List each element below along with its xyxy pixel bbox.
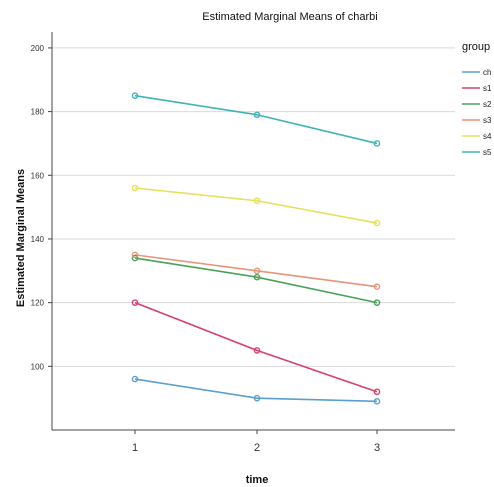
data-point-s2-3	[373, 299, 381, 306]
series-lines	[134, 94, 378, 403]
data-point-s1-2	[253, 347, 261, 354]
data-point-ch-1	[131, 375, 139, 383]
x-tick-label: 1	[132, 442, 138, 454]
y-tick-label: 200	[31, 44, 45, 53]
series-line-s5	[134, 94, 378, 145]
legend-title: group	[462, 41, 490, 53]
y-tick-label: 120	[31, 299, 45, 308]
legend-label-s1: s1	[483, 84, 492, 93]
data-point-s3-1	[131, 251, 139, 259]
data-point-ch-3	[373, 398, 381, 405]
x-ticks: 1 2 3	[132, 430, 380, 454]
legend: group ch s1 s2 s3 s4 s5	[462, 41, 492, 157]
data-point-s2-2	[253, 273, 261, 281]
legend-label-s4: s4	[483, 132, 492, 141]
series-points	[131, 92, 381, 405]
y-tick-label: 100	[31, 362, 45, 371]
series-line-s2	[134, 257, 378, 304]
data-point-s1-3	[373, 388, 381, 396]
series-line-ch	[134, 378, 378, 403]
y-tick-label: 160	[31, 171, 45, 180]
data-point-s4-1	[131, 184, 139, 192]
x-tick-label: 2	[254, 442, 260, 454]
data-point-s5-1	[131, 92, 139, 99]
series-line-s1	[134, 301, 378, 393]
x-tick-label: 3	[374, 442, 380, 454]
legend-label-s3: s3	[483, 116, 492, 125]
gridlines	[52, 47, 455, 367]
data-point-ch-2	[253, 394, 261, 402]
data-point-s4-3	[373, 219, 381, 227]
y-tick-label: 140	[31, 235, 45, 244]
legend-label-s5: s5	[483, 148, 492, 157]
y-ticks: 100 120 140 160 180 200	[31, 44, 52, 371]
chart-title: Estimated Marginal Means of charbi	[202, 11, 377, 23]
y-axis-label: Estimated Marginal Means	[15, 169, 27, 307]
data-point-s1-1	[131, 299, 139, 306]
series-line-s4	[134, 187, 378, 224]
y-tick-label: 180	[31, 108, 45, 117]
series-line-s3	[134, 254, 378, 288]
data-point-s3-3	[373, 283, 381, 291]
data-point-s3-2	[253, 267, 261, 275]
x-axis-label: time	[246, 474, 269, 486]
data-point-s5-3	[373, 140, 381, 147]
legend-label-ch: ch	[483, 68, 491, 77]
legend-label-s2: s2	[483, 100, 492, 109]
data-point-s5-2	[253, 111, 261, 119]
data-point-s2-1	[131, 254, 139, 262]
data-point-s4-2	[253, 197, 261, 205]
